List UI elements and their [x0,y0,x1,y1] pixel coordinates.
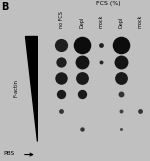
Point [81,92,83,95]
Text: mock: mock [138,15,143,28]
Point [119,44,122,46]
Text: Depl: Depl [79,17,84,28]
Text: B: B [2,2,9,12]
Text: mock: mock [99,15,104,28]
Point [100,61,102,63]
Polygon shape [25,36,37,141]
Point [119,77,122,79]
Text: no FCS: no FCS [59,11,64,28]
Point [81,77,83,79]
Text: F-actin: F-actin [13,79,18,97]
Text: FCS (%): FCS (%) [96,1,120,6]
Point [119,92,122,95]
Point [119,127,122,130]
Point [100,44,102,46]
Point [60,61,62,63]
Point [81,44,83,46]
Text: PBS: PBS [3,151,14,156]
Point [119,110,122,112]
Point [60,44,62,46]
Point [60,77,62,79]
Point [81,127,83,130]
Point [81,61,83,63]
Point [119,61,122,63]
Point [60,110,62,112]
Point [139,110,141,112]
Point [60,92,62,95]
Text: Depl: Depl [118,17,123,28]
